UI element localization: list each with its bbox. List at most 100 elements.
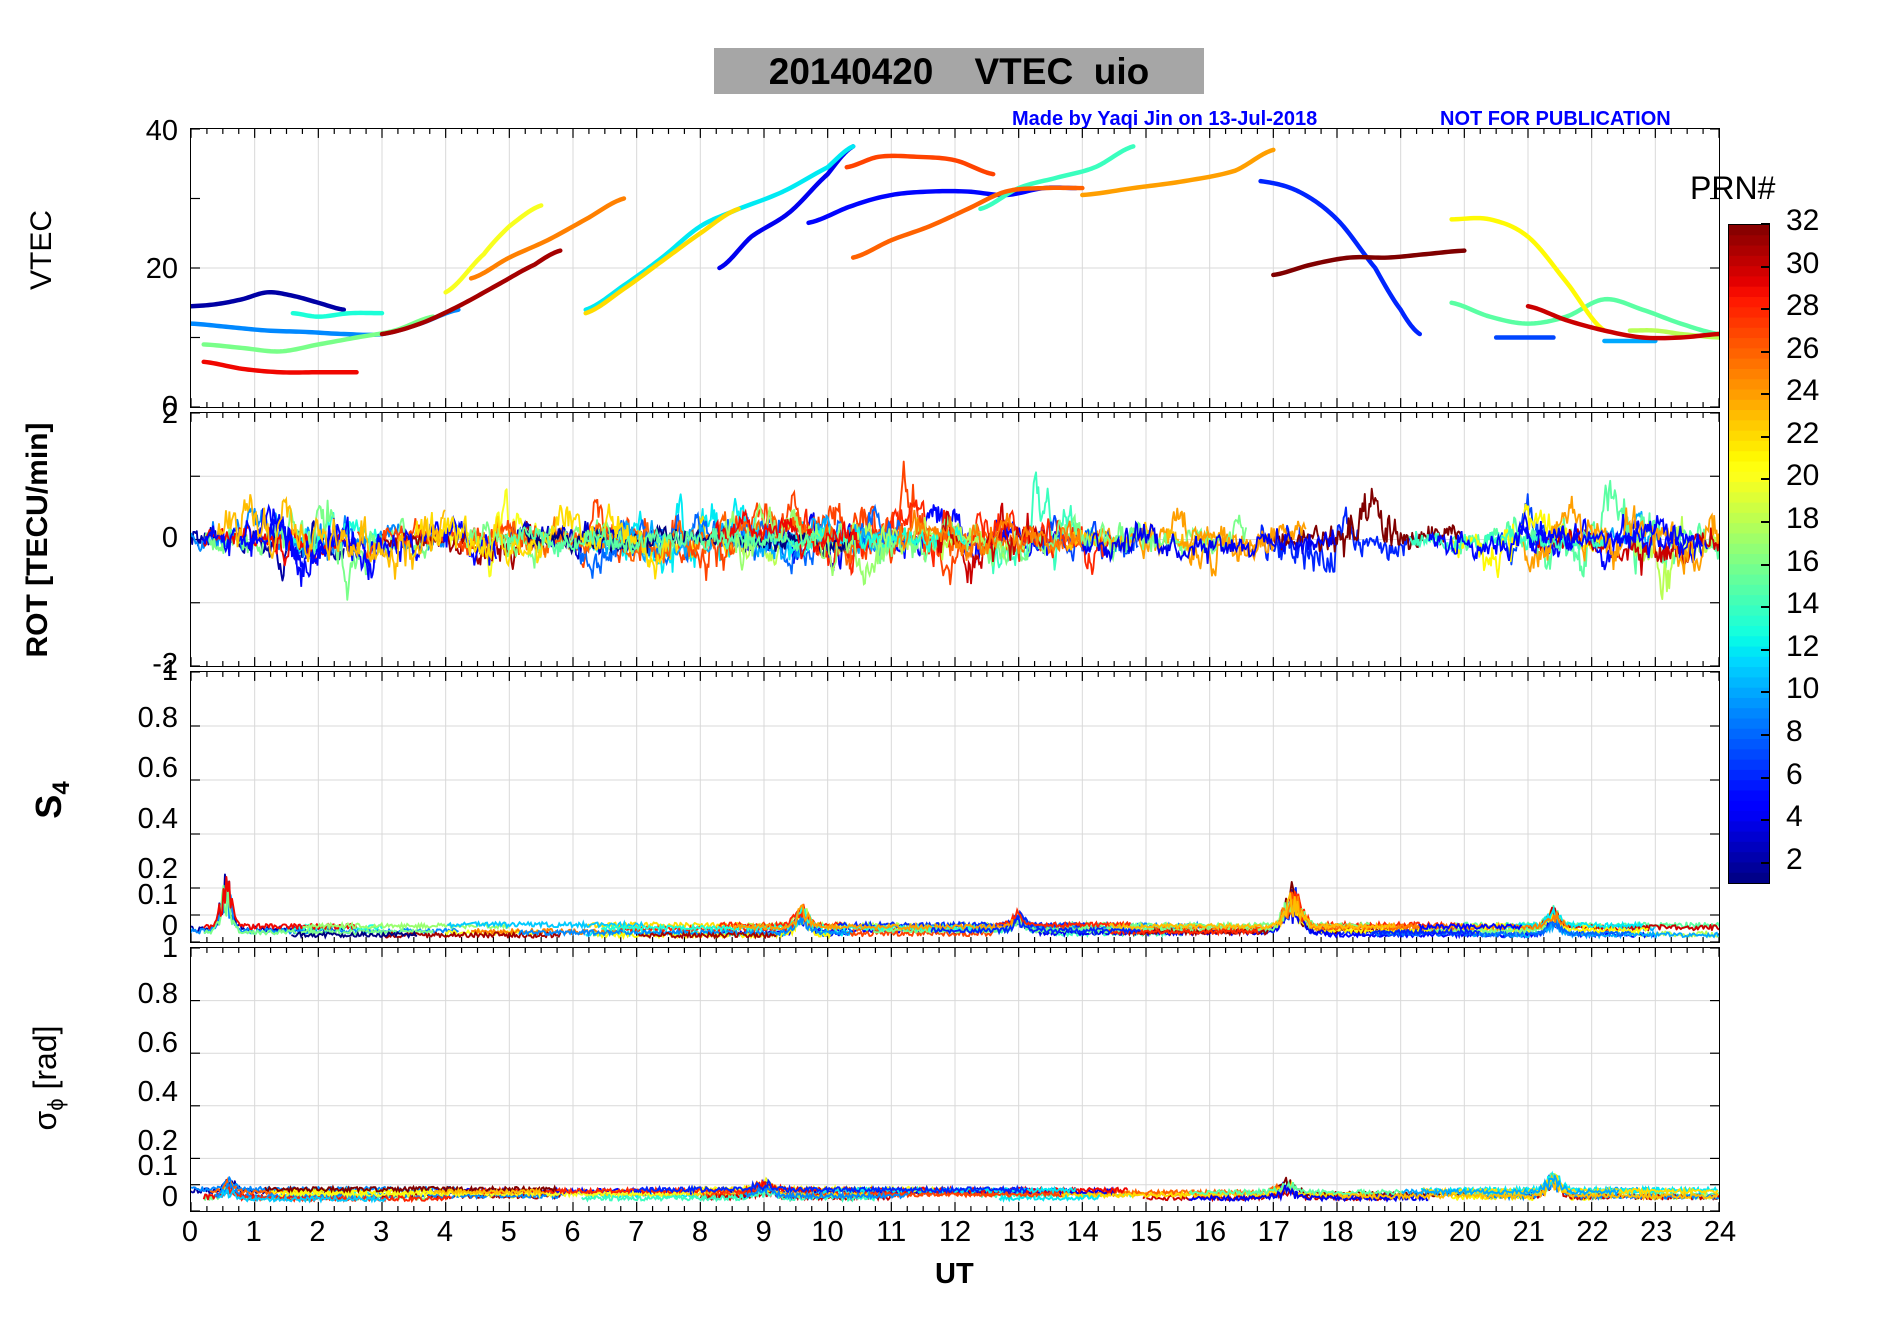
x-tick-22: 22 xyxy=(1576,1216,1609,1248)
colorbar-tick-label-24: 24 xyxy=(1786,374,1820,408)
colorbar-tick-label-26: 26 xyxy=(1786,331,1820,365)
colorbar-gradient xyxy=(1729,225,1769,883)
x-tick-12: 12 xyxy=(938,1216,972,1248)
page-title: 20140420 VTEC uio xyxy=(768,51,1150,92)
colorbar-tick-mark xyxy=(1761,393,1770,396)
colorbar-tick-label-10: 10 xyxy=(1786,672,1820,706)
sigma-phi-label-sigma: σ xyxy=(26,1110,63,1131)
x-tick-21: 21 xyxy=(1512,1216,1545,1248)
colorbar-tick-label-16: 16 xyxy=(1786,544,1820,578)
sigma-phi-axis-label: σϕ [rad] xyxy=(27,933,69,1223)
panel-s4 xyxy=(190,671,1720,943)
sigma-phi-plot-area xyxy=(191,948,1719,1211)
title-background xyxy=(714,48,1204,94)
sigma-phi-label-unit: [rad] xyxy=(26,1025,63,1099)
panel-rot xyxy=(190,412,1720,667)
sp-ytick-02: 0.2 xyxy=(137,1125,178,1157)
vtec-plot-area xyxy=(191,129,1719,407)
colorbar[interactable] xyxy=(1728,224,1770,884)
x-tick-23: 23 xyxy=(1640,1216,1673,1248)
x-tick-17: 17 xyxy=(1257,1216,1290,1248)
colorbar-tick-mark xyxy=(1761,819,1770,822)
colorbar-tick-label-12: 12 xyxy=(1786,629,1820,663)
colorbar-tick-label-14: 14 xyxy=(1786,587,1820,621)
colorbar-tick-mark xyxy=(1761,563,1770,566)
sp-ytick-1: 1 xyxy=(161,932,178,964)
rot-ytick-0: 0 xyxy=(161,522,178,554)
x-tick-19: 19 xyxy=(1385,1216,1418,1248)
colorbar-tick-mark xyxy=(1761,308,1770,311)
colorbar-tick-label-6: 6 xyxy=(1786,757,1803,791)
x-tick-10: 10 xyxy=(811,1216,844,1248)
x-tick-4: 4 xyxy=(436,1216,454,1248)
rot-ytick-m2: -2 xyxy=(152,648,178,680)
colorbar-tick-mark xyxy=(1761,521,1770,524)
x-tick-11: 11 xyxy=(876,1216,907,1248)
s4-plot-area xyxy=(191,672,1719,942)
rot-ytick-2: 2 xyxy=(161,398,178,430)
colorbar-tick-mark xyxy=(1761,776,1770,779)
rot-plot-area xyxy=(191,413,1719,666)
s4-ytick-08: 0.8 xyxy=(137,702,178,734)
s4-ytick-0: 0 xyxy=(161,910,178,942)
colorbar-tick-mark xyxy=(1761,435,1770,438)
sigma-phi-label-phi: ϕ xyxy=(43,1098,69,1111)
s4-ytick-01: 0.1 xyxy=(137,879,178,911)
colorbar-tick-mark xyxy=(1761,265,1770,268)
sp-ytick-01: 0.1 xyxy=(137,1150,178,1182)
colorbar-tick-mark xyxy=(1761,223,1770,225)
colorbar-tick-label-18: 18 xyxy=(1786,502,1820,536)
x-tick-15: 15 xyxy=(1130,1216,1163,1248)
rot-axis-label: ROT [TECU/min] xyxy=(21,422,54,658)
colorbar-tick-label-32: 32 xyxy=(1786,204,1820,237)
s4-axis-label-main: S xyxy=(27,794,69,819)
colorbar-tick-label-8: 8 xyxy=(1786,714,1803,748)
panel-vtec xyxy=(190,128,1720,408)
colorbar-tick-mark xyxy=(1761,691,1770,694)
vtec-ytick-0: 0 xyxy=(161,391,178,423)
s4-axis-label-sub: 4 xyxy=(48,781,76,795)
colorbar-tick-mark xyxy=(1761,478,1770,481)
s4-ytick-06: 0.6 xyxy=(137,752,178,784)
s4-ytick-02: 0.2 xyxy=(137,853,178,885)
colorbar-tick-mark xyxy=(1761,648,1770,651)
colorbar-tick-label-22: 22 xyxy=(1786,416,1820,450)
sp-ytick-08: 0.8 xyxy=(137,978,178,1010)
vtec-axis-label: VTEC xyxy=(25,210,58,291)
x-tick-9: 9 xyxy=(755,1216,772,1248)
sp-ytick-04: 0.4 xyxy=(137,1076,178,1108)
x-tick-20: 20 xyxy=(1448,1216,1482,1248)
x-tick-5: 5 xyxy=(500,1216,517,1248)
vtec-ytick-40: 40 xyxy=(145,115,178,147)
colorbar-tick-label-4: 4 xyxy=(1786,800,1803,834)
x-axis-label: UT xyxy=(935,1258,974,1290)
sp-ytick-0: 0 xyxy=(161,1181,178,1213)
s4-ytick-04: 0.4 xyxy=(137,803,178,835)
x-tick-24: 24 xyxy=(1703,1216,1737,1248)
x-tick-3: 3 xyxy=(373,1216,390,1248)
colorbar-tick-mark xyxy=(1761,350,1770,353)
x-tick-1: 1 xyxy=(245,1216,262,1248)
colorbar-tick-mark xyxy=(1761,606,1770,609)
x-tick-0: 0 xyxy=(181,1216,199,1248)
colorbar-tick-label-20: 20 xyxy=(1786,459,1820,493)
colorbar-tick-mark xyxy=(1761,861,1770,864)
colorbar-tick-mark xyxy=(1761,733,1770,736)
colorbar-title: PRN# xyxy=(1690,170,1776,206)
x-tick-2: 2 xyxy=(309,1216,326,1248)
colorbar-tick-label-28: 28 xyxy=(1786,289,1820,323)
x-tick-6: 6 xyxy=(564,1216,581,1248)
sp-ytick-06: 0.6 xyxy=(137,1027,178,1059)
not-for-publication-annotation: NOT FOR PUBLICATION xyxy=(1440,108,1671,130)
s4-ytick-1: 1 xyxy=(161,655,178,687)
colorbar-tick-label-2: 2 xyxy=(1786,842,1803,876)
vtec-ytick-20: 20 xyxy=(145,253,178,285)
x-tick-7: 7 xyxy=(628,1216,645,1248)
x-tick-14: 14 xyxy=(1066,1216,1099,1248)
made-by-annotation: Made by Yaqi Jin on 13-Jul-2018 xyxy=(1012,108,1318,130)
x-tick-13: 13 xyxy=(1002,1216,1035,1248)
panel-sigma-phi xyxy=(190,947,1720,1212)
x-tick-8: 8 xyxy=(691,1216,709,1248)
x-tick-18: 18 xyxy=(1321,1216,1354,1248)
